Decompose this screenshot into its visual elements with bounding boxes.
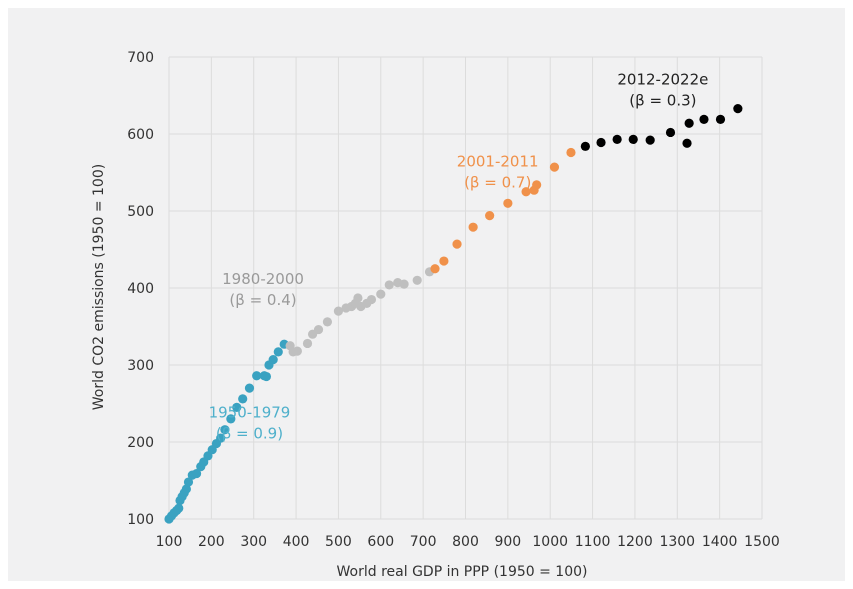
data-point-series-2 [313, 324, 324, 335]
data-point-series-3 [521, 187, 531, 197]
data-point-series-3 [430, 264, 440, 274]
annotations: 1950-1979 (β = 0.9) 1980-2000 (β = 0.4) 2001… [209, 71, 709, 443]
data-point-series-3 [549, 162, 560, 172]
x-tick-label: 500 [325, 534, 352, 550]
chart-panel [8, 8, 845, 581]
data-point-series-1 [252, 371, 262, 381]
y-tick-label: 500 [127, 204, 154, 220]
data-point-series-2 [333, 306, 344, 316]
data-point-series-3 [532, 180, 542, 190]
x-tick-label: 1100 [575, 534, 611, 550]
data-point-series-4 [699, 114, 709, 124]
data-point-series-4 [580, 141, 590, 151]
data-point-series-4 [612, 134, 622, 144]
x-tick-label: 100 [156, 534, 183, 550]
data-point-series-2 [399, 279, 409, 289]
y-tick-label: 700 [127, 50, 154, 66]
data-point-series-2 [412, 275, 422, 285]
data-point-series-4 [684, 118, 694, 128]
data-point-series-2 [302, 338, 313, 349]
data-point-series-4 [715, 114, 726, 124]
data-point-series-2 [376, 289, 386, 299]
annotation-beta: (β = 0.3) [629, 92, 696, 110]
x-tick-label: 700 [410, 534, 437, 550]
x-tick-label: 1400 [702, 534, 738, 550]
data-point-series-4 [596, 137, 606, 148]
y-tick-label: 400 [127, 281, 154, 297]
data-point-series-4 [665, 127, 676, 138]
y-tick-label: 300 [127, 358, 154, 374]
data-point-series-4 [628, 134, 638, 144]
data-point-series-4 [733, 103, 743, 114]
data-point-series-2 [322, 317, 333, 327]
data-points [164, 103, 743, 524]
data-point-series-1 [191, 468, 202, 479]
annotation-beta: (β = 0.7) [464, 173, 531, 191]
x-tick-label: 400 [283, 534, 310, 550]
data-point-series-3 [503, 198, 513, 208]
x-tick-label: 1000 [532, 534, 568, 550]
x-tick-label: 800 [452, 534, 479, 550]
data-point-series-2 [292, 346, 302, 356]
tick-labels: 100 200 300 400 500 600 700 800 900 1000 1100 1200 1… [127, 50, 780, 550]
x-tick-label: 900 [494, 534, 521, 550]
data-point-series-1 [238, 394, 248, 404]
data-point-series-1 [226, 414, 236, 424]
x-tick-label: 1500 [744, 534, 780, 550]
data-point-series-1 [244, 383, 255, 393]
annotation-beta: (β = 0.9) [216, 424, 283, 442]
annotation-period: 2001-2011 [457, 152, 539, 170]
data-point-series-2 [353, 293, 363, 303]
data-point-series-3 [485, 211, 495, 221]
data-point-series-1 [181, 484, 191, 494]
data-point-series-3 [439, 256, 449, 266]
x-axis-title: World real GDP in PPP (1950 = 100) [337, 564, 588, 580]
data-point-series-3 [468, 222, 478, 232]
x-tick-label: 300 [240, 534, 267, 550]
data-point-series-1 [183, 477, 194, 487]
data-point-series-1 [220, 425, 230, 435]
data-point-series-1 [216, 433, 226, 443]
data-point-series-1 [232, 402, 242, 412]
data-point-series-3 [452, 239, 462, 249]
y-tick-label: 200 [127, 435, 154, 451]
data-point-series-3 [566, 147, 576, 158]
data-point-series-1 [268, 355, 278, 365]
x-tick-label: 200 [198, 534, 225, 550]
annotation-period: 2012-2022e [617, 71, 708, 89]
x-tick-label: 600 [367, 534, 394, 550]
gridlines [168, 56, 763, 520]
data-point-series-2 [384, 280, 394, 290]
data-point-series-1 [174, 503, 184, 513]
y-tick-label: 600 [127, 127, 154, 143]
y-axis-title: World CO2 emissions (1950 = 100) [91, 164, 107, 410]
annotation-period: 1950-1979 [209, 403, 291, 421]
annotation-period: 1980-2000 [222, 270, 304, 288]
x-tick-label: 1300 [659, 534, 695, 550]
data-point-series-1 [273, 347, 283, 357]
data-point-series-4 [645, 135, 655, 145]
data-point-series-2 [366, 294, 377, 305]
data-point-series-4 [682, 138, 692, 148]
x-tick-label: 1200 [617, 534, 653, 550]
annotation-beta: (β = 0.4) [229, 291, 296, 309]
data-point-series-1 [261, 371, 272, 382]
y-tick-label: 100 [127, 512, 154, 528]
